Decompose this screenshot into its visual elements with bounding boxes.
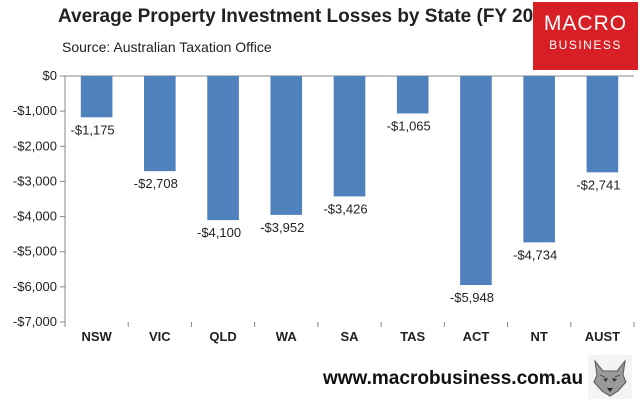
bar-value-label: -$2,708 [134, 176, 178, 191]
macrobusiness-logo: MACRO BUSINESS [533, 2, 638, 70]
bar-value-label: -$4,100 [197, 225, 241, 240]
bar-value-label: -$2,741 [576, 177, 620, 192]
y-tick-label: $0 [43, 68, 57, 83]
bar-value-label: -$4,734 [513, 247, 557, 262]
bar-value-label: -$3,952 [260, 220, 304, 235]
bar-value-label: -$3,426 [323, 201, 367, 216]
x-category-label: TAS [400, 329, 425, 344]
chart-source: Source: Australian Taxation Office [62, 39, 272, 55]
bar-value-label: -$5,948 [450, 290, 494, 305]
x-category-label: WA [276, 329, 298, 344]
chart-title: Average Property Investment Losses by St… [58, 6, 561, 27]
logo-line-1: MACRO [543, 12, 628, 35]
y-tick-label: -$1,000 [13, 103, 57, 118]
x-category-label: NSW [81, 329, 112, 344]
x-category-label: NT [530, 329, 547, 344]
website-url: www.macrobusiness.com.au [323, 368, 584, 389]
bar [586, 76, 619, 173]
y-tick-label: -$7,000 [13, 314, 57, 329]
bar [144, 76, 176, 172]
bar [333, 76, 366, 197]
y-tick-label: -$2,000 [13, 138, 57, 153]
logo-line-2: BUSINESS [549, 38, 622, 52]
bar [523, 76, 555, 243]
wolf-logo-icon [588, 355, 632, 399]
x-category-label: ACT [463, 329, 490, 344]
bar [270, 76, 303, 215]
y-tick-label: -$3,000 [13, 173, 57, 188]
y-tick-label: -$4,000 [13, 209, 57, 224]
bar-value-label: -$1,175 [71, 122, 115, 137]
bar [80, 76, 113, 118]
x-category-label: SA [340, 329, 359, 344]
x-category-label: QLD [209, 329, 236, 344]
y-tick-label: -$5,000 [13, 244, 57, 259]
x-category-label: AUST [585, 329, 620, 344]
bar [207, 76, 239, 221]
y-tick-label: -$6,000 [13, 279, 57, 294]
bar-value-label: -$1,065 [387, 118, 431, 133]
bar [460, 76, 492, 286]
x-category-label: VIC [149, 329, 171, 344]
bar [396, 76, 429, 114]
